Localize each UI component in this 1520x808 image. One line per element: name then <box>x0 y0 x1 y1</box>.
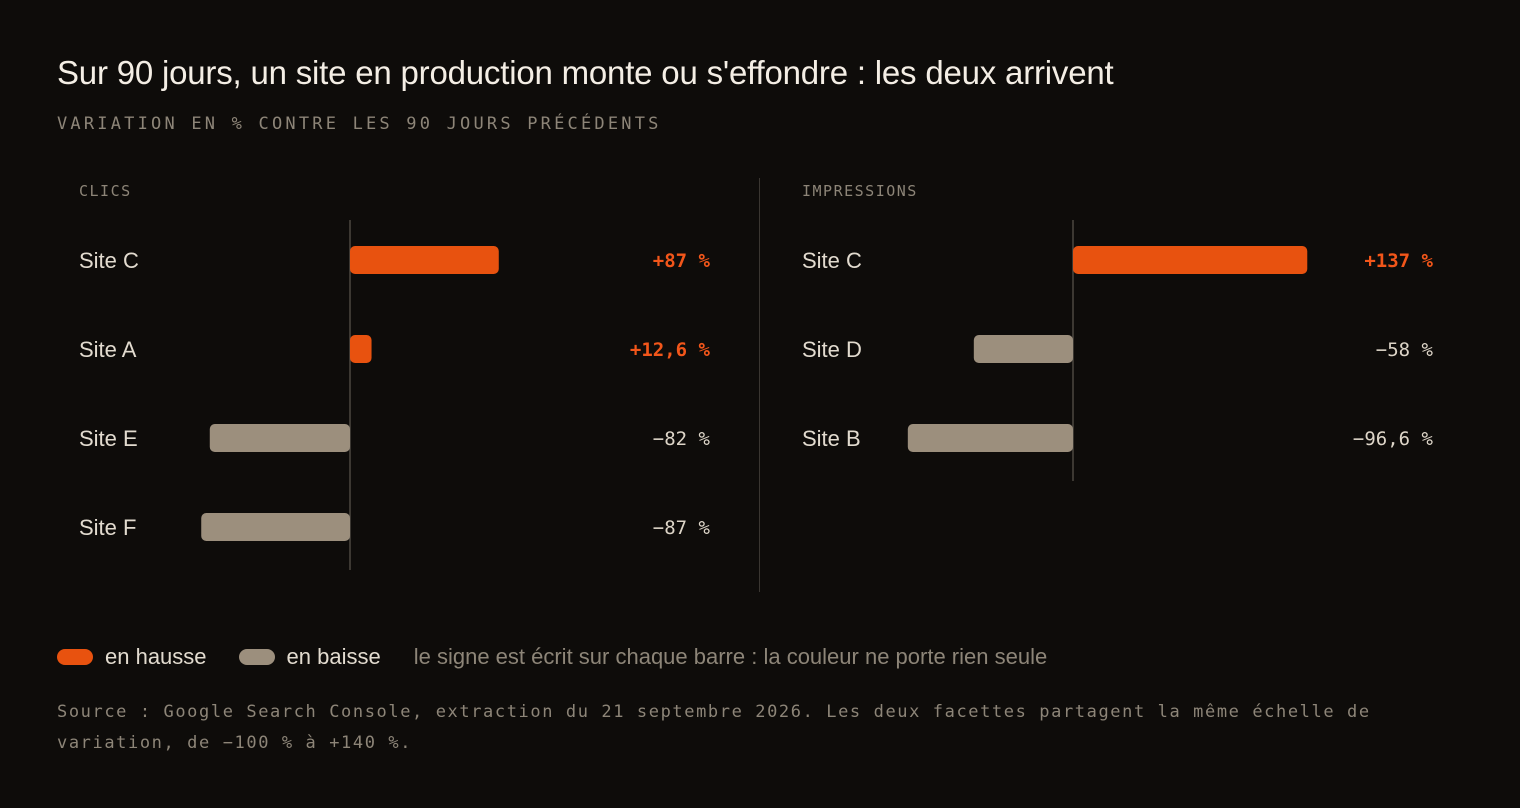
bar-clics-site-f <box>201 513 350 541</box>
plot-impressions: Site C +137 % Site D −58 % Site B −96,6 % <box>802 220 1434 481</box>
bar-clics-site-a <box>350 335 372 363</box>
value-label-clics-site-c: +87 % <box>653 250 711 272</box>
value-label-impressions-site-d: −58 % <box>1376 339 1434 361</box>
value-label-impressions-site-c: +137 % <box>1364 250 1433 272</box>
facet-label-clics: CLICS <box>79 182 132 200</box>
bar-impressions-site-d <box>973 335 1073 363</box>
value-label-clics-site-e: −82 % <box>653 428 711 450</box>
facet-impressions: IMPRESSIONS Site C +137 % Site D −58 % Site … <box>780 178 1440 592</box>
legend-label-up: en hausse <box>105 644 207 669</box>
bar-clics-site-c <box>350 246 499 274</box>
category-label-clics-site-e: Site E <box>79 426 138 451</box>
facet-label-impressions: IMPRESSIONS <box>802 182 918 200</box>
chart-title: Sur 90 jours, un site en production mont… <box>57 54 1114 91</box>
legend-note: le signe est écrit sur chaque barre : la… <box>413 644 1048 669</box>
legend: en hausse en baisse le signe est écrit s… <box>57 643 1047 671</box>
value-label-impressions-site-b: −96,6 % <box>1353 428 1434 450</box>
facet-clics: CLICS Site C +87 % Site A +12,6 % Site E −82 … <box>57 178 717 592</box>
category-label-clics-site-a: Site A <box>79 337 137 362</box>
bar-impressions-site-b <box>907 424 1073 452</box>
chart-subtitle: VARIATION EN % CONTRE LES 90 JOURS PRÉCÉ… <box>57 114 662 134</box>
source-note: Source : Google Search Console, extracti… <box>57 702 1371 753</box>
value-label-clics-site-a: +12,6 % <box>630 339 711 361</box>
bar-clics-site-e <box>209 424 350 452</box>
category-label-clics-site-f: Site F <box>79 515 136 540</box>
category-label-impressions-site-b: Site B <box>802 426 861 451</box>
bar-impressions-site-c <box>1073 246 1308 274</box>
category-label-impressions-site-c: Site C <box>802 248 862 273</box>
legend-item-down: en baisse <box>238 644 381 670</box>
category-label-impressions-site-d: Site D <box>802 337 862 362</box>
value-label-clics-site-f: −87 % <box>653 517 711 539</box>
legend-label-down: en baisse <box>286 644 381 669</box>
facet-divider <box>759 178 760 592</box>
category-label-clics-site-c: Site C <box>79 248 139 273</box>
legend-swatch-up <box>57 649 93 665</box>
legend-item-up: en hausse <box>57 644 207 670</box>
legend-swatch-down <box>238 649 275 665</box>
plot-clics: Site C +87 % Site A +12,6 % Site E −82 % Site … <box>79 220 711 570</box>
